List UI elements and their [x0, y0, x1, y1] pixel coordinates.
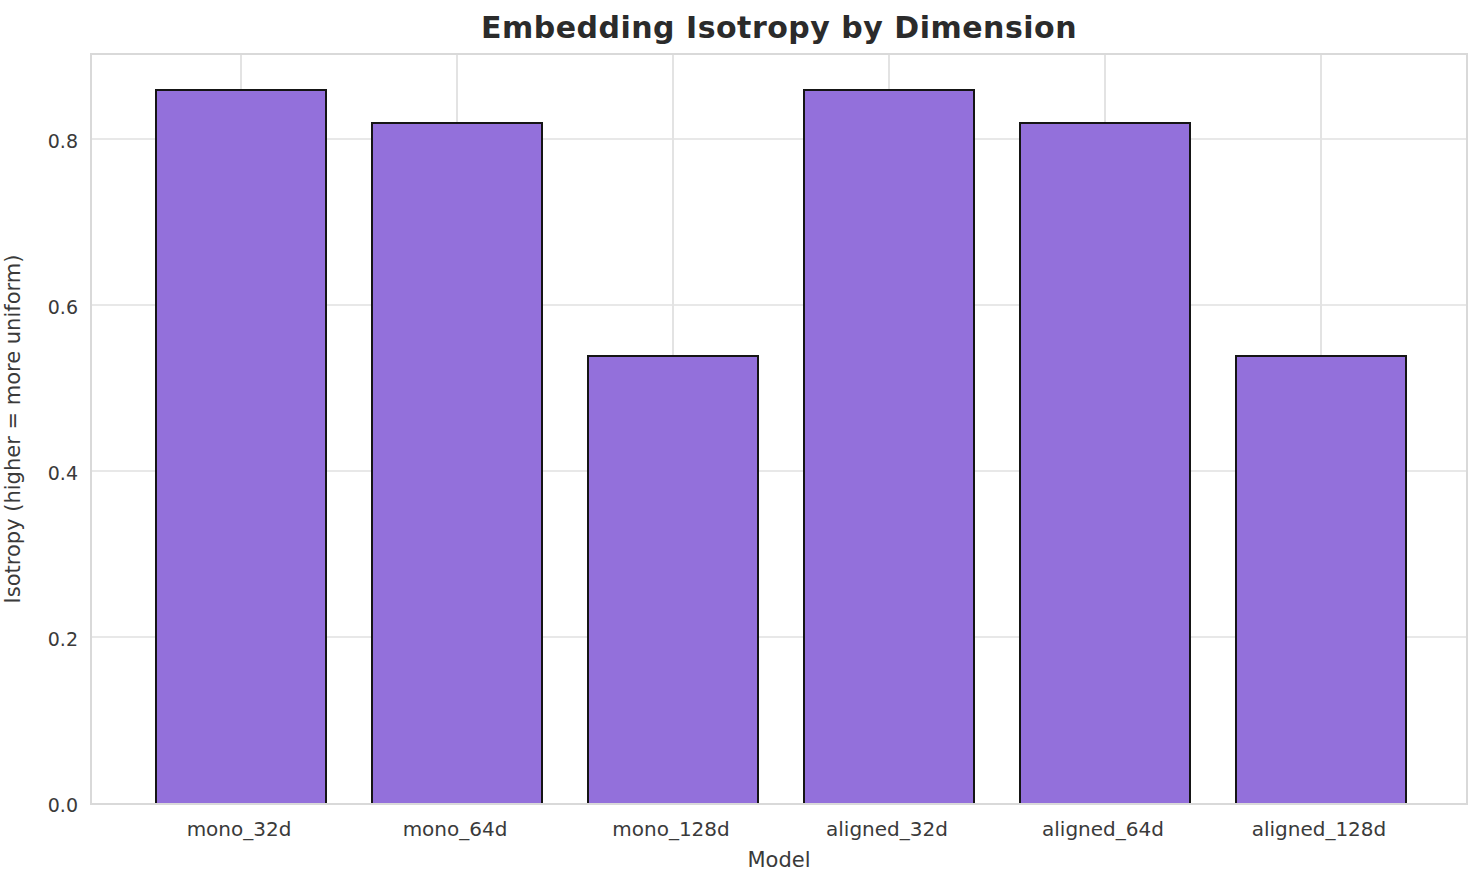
xtick-label-aligned_64d: aligned_64d [993, 817, 1213, 841]
xtick-label-aligned_32d: aligned_32d [777, 817, 997, 841]
y-axis-label: Isotropy (higher = more uniform) [1, 255, 25, 604]
bar-aligned_64d [1019, 122, 1192, 803]
ytick-label-0.0: 0.0 [8, 796, 78, 815]
bar-aligned_128d [1235, 355, 1408, 803]
bar-mono_32d [155, 89, 328, 803]
xtick-label-mono_64d: mono_64d [345, 817, 565, 841]
chart-title: Embedding Isotropy by Dimension [90, 10, 1468, 45]
xtick-label-aligned_128d: aligned_128d [1209, 817, 1429, 841]
xtick-label-mono_32d: mono_32d [129, 817, 349, 841]
bar-mono_64d [371, 122, 544, 803]
bar-mono_128d [587, 355, 760, 803]
bar-aligned_32d [803, 89, 976, 803]
plot-area [90, 53, 1468, 805]
ytick-label-0.2: 0.2 [8, 630, 78, 649]
bar-chart-figure: Embedding Isotropy by Dimension 0.0 0.2 0.… [0, 0, 1484, 885]
ytick-label-0.8: 0.8 [8, 132, 78, 151]
xtick-label-mono_128d: mono_128d [561, 817, 781, 841]
x-axis-label: Model [90, 848, 1468, 872]
